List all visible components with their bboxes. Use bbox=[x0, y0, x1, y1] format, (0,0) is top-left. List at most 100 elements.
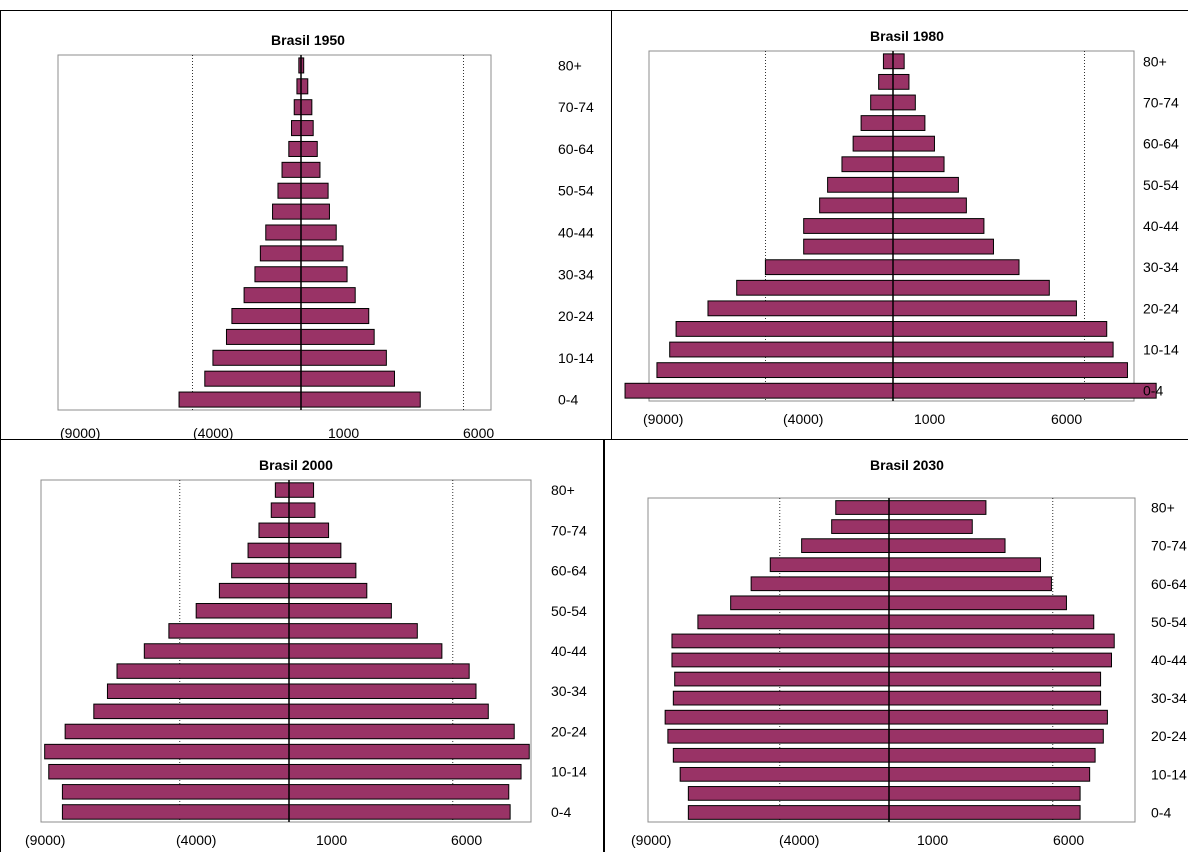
bar-left-55-59 bbox=[730, 595, 890, 611]
bar-right-15-19 bbox=[888, 747, 1096, 763]
x-tick-label: (9000) bbox=[25, 832, 65, 848]
bar-left-25-29 bbox=[736, 279, 894, 296]
x-tick-label: (9000) bbox=[643, 411, 683, 427]
y-tick-label: 30-34 bbox=[551, 683, 587, 699]
bar-left-80+ bbox=[274, 482, 290, 498]
bar-right-40-44 bbox=[888, 652, 1112, 668]
bar-right-25-29 bbox=[892, 279, 1050, 296]
y-tick-label: 80+ bbox=[558, 57, 582, 73]
bar-left-75-79 bbox=[878, 73, 894, 90]
bar-right-5-9 bbox=[288, 784, 510, 800]
bar-left-5-9 bbox=[656, 362, 894, 379]
bar-right-55-59 bbox=[300, 161, 321, 178]
bar-left-20-24 bbox=[707, 300, 894, 317]
bar-left-20-24 bbox=[64, 723, 290, 740]
x-tick-label: (4000) bbox=[176, 832, 216, 848]
chart-panel-1950: Brasil 1950 0-4 10-14 20-24 30-34 40-44 50-54 6… bbox=[0, 10, 612, 441]
bar-right-30-34 bbox=[300, 266, 348, 283]
y-tick-label: 40-44 bbox=[1143, 218, 1179, 234]
y-tick-label: 40-44 bbox=[551, 643, 587, 659]
bar-right-35-39 bbox=[892, 238, 994, 255]
bar-right-15-19 bbox=[300, 328, 375, 345]
bar-right-20-24 bbox=[892, 300, 1077, 317]
bar-right-65-69 bbox=[300, 120, 314, 137]
bar-left-60-64 bbox=[288, 140, 302, 157]
chart-panel-1980: Brasil 1980 0-4 10-14 20-24 30-34 40-44 50-54 6… bbox=[612, 10, 1188, 440]
bar-left-70-74 bbox=[293, 99, 302, 116]
bar-left-50-54 bbox=[277, 182, 302, 199]
bar-right-60-64 bbox=[300, 140, 318, 157]
x-tick-label: 1000 bbox=[917, 832, 948, 848]
x-tick-label: 1000 bbox=[316, 832, 347, 848]
y-tick-label: 50-54 bbox=[1151, 614, 1187, 630]
bar-right-10-14 bbox=[300, 349, 387, 366]
bar-right-75-79 bbox=[892, 73, 910, 90]
bar-left-55-59 bbox=[281, 161, 302, 178]
bar-left-35-39 bbox=[803, 238, 894, 255]
chart-title: Brasil 1950 bbox=[271, 32, 345, 48]
bar-right-5-9 bbox=[892, 362, 1128, 379]
y-tick-label: 10-14 bbox=[558, 350, 594, 366]
y-tick-label: 10-14 bbox=[551, 764, 587, 780]
y-tick-label: 20-24 bbox=[558, 308, 594, 324]
bar-right-0-4 bbox=[888, 805, 1081, 820]
bar-left-30-34 bbox=[672, 690, 890, 706]
bar-left-35-39 bbox=[259, 245, 302, 262]
x-tick-label: (4000) bbox=[779, 832, 819, 848]
bar-left-50-54 bbox=[195, 603, 290, 619]
x-tick-label: 6000 bbox=[451, 832, 482, 848]
bar-right-80+ bbox=[892, 53, 905, 70]
bar-right-20-24 bbox=[300, 308, 370, 325]
bar-left-5-9 bbox=[61, 784, 290, 800]
y-tick-label: 80+ bbox=[551, 482, 575, 498]
bar-left-50-54 bbox=[697, 614, 890, 630]
bar-right-75-79 bbox=[888, 519, 973, 534]
y-tick-label: 60-64 bbox=[1151, 576, 1187, 592]
bar-right-15-19 bbox=[288, 743, 530, 760]
chart-title: Brasil 1980 bbox=[870, 28, 944, 44]
bar-right-0-4 bbox=[288, 804, 511, 820]
bar-left-60-64 bbox=[750, 576, 890, 592]
bar-right-15-19 bbox=[892, 321, 1108, 337]
population-pyramid-2030: Brasil 2030 0-4 10-14 20-24 30-34 40-44 50-54 6… bbox=[631, 457, 1187, 848]
bar-right-80+ bbox=[288, 482, 315, 498]
bar-left-20-24 bbox=[667, 728, 890, 744]
y-tick-label: 20-24 bbox=[1143, 300, 1179, 316]
bar-right-30-34 bbox=[892, 259, 1020, 276]
y-tick-label: 80+ bbox=[1151, 500, 1175, 516]
bar-left-65-69 bbox=[860, 115, 894, 131]
bar-left-75-79 bbox=[831, 519, 890, 534]
chart-title: Brasil 2030 bbox=[870, 457, 944, 473]
bar-right-40-44 bbox=[892, 218, 985, 234]
y-tick-label: 20-24 bbox=[1151, 728, 1187, 744]
x-tick-label: 1000 bbox=[914, 411, 945, 427]
bar-left-40-44 bbox=[265, 224, 302, 241]
bar-right-5-9 bbox=[888, 786, 1081, 801]
bar-left-30-34 bbox=[764, 259, 894, 276]
bar-right-40-44 bbox=[300, 224, 337, 241]
bar-left-15-19 bbox=[672, 747, 890, 763]
bar-right-75-79 bbox=[288, 502, 316, 518]
y-tick-label: 70-74 bbox=[558, 99, 594, 115]
bar-left-25-29 bbox=[93, 703, 290, 720]
bar-right-65-69 bbox=[892, 115, 926, 131]
x-tick-label: (4000) bbox=[783, 411, 823, 427]
bar-right-45-49 bbox=[288, 623, 418, 639]
bar-right-0-4 bbox=[300, 391, 421, 408]
bar-right-50-54 bbox=[888, 614, 1095, 630]
y-tick-label: 60-64 bbox=[551, 563, 587, 579]
bar-left-55-59 bbox=[841, 156, 894, 173]
bar-right-45-49 bbox=[888, 633, 1115, 649]
x-tick-label: (9000) bbox=[631, 832, 671, 848]
bar-right-5-9 bbox=[300, 370, 395, 387]
bar-right-35-39 bbox=[288, 663, 470, 679]
y-tick-label: 80+ bbox=[1143, 53, 1167, 69]
bar-left-25-29 bbox=[664, 709, 890, 725]
bar-right-70-74 bbox=[892, 94, 916, 111]
bar-right-0-4 bbox=[892, 382, 1157, 399]
bar-right-25-29 bbox=[888, 709, 1108, 725]
bar-left-70-74 bbox=[258, 522, 290, 539]
bar-right-80+ bbox=[888, 500, 987, 515]
bar-left-35-39 bbox=[116, 663, 290, 679]
bar-left-20-24 bbox=[231, 308, 302, 325]
